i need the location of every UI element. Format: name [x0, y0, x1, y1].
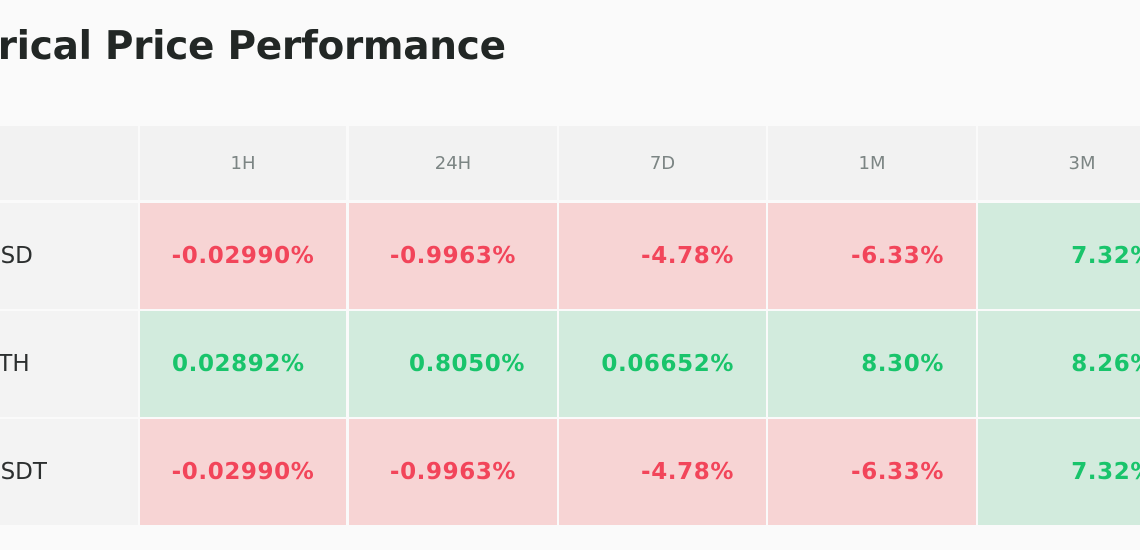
table-row-label: /ETH: [0, 311, 138, 417]
table-cell-value: -0.02990%: [140, 203, 346, 309]
table-cell-value: -6.33%: [768, 203, 976, 309]
table-cell-value: 7.32%: [978, 419, 1140, 525]
table-row-label: /USD: [0, 203, 138, 309]
table-cell-value: 8.26%: [978, 311, 1140, 417]
performance-table: 1H 24H 7D 1M 3M /USD -0.02990% -0.9963% …: [0, 126, 1140, 526]
table-cell-value: -4.78%: [559, 203, 766, 309]
table-row-label: /USDT: [0, 419, 138, 525]
table-cell-value: 7.32%: [978, 203, 1140, 309]
column-header-1m: 1M: [768, 126, 976, 200]
table-cell-value: 0.8050%: [349, 311, 557, 417]
column-header-24h: 24H: [349, 126, 557, 200]
table-cell-value: -6.33%: [768, 419, 976, 525]
table-corner-cell: [0, 126, 138, 200]
column-header-7d: 7D: [559, 126, 766, 200]
column-header-1h: 1H: [140, 126, 346, 200]
table-cell-value: -0.9963%: [349, 419, 557, 525]
table-cell-value: -0.9963%: [349, 203, 557, 309]
page-title: storical Price Performance: [0, 24, 506, 69]
table-cell-value: 0.02892%: [140, 311, 346, 417]
table-cell-value: 0.06652%: [559, 311, 766, 417]
pair-label: /USDT: [0, 459, 47, 485]
pair-label: /USD: [0, 243, 33, 269]
column-header-3m: 3M: [978, 126, 1140, 200]
pair-label: /ETH: [0, 351, 30, 377]
table-cell-value: 8.30%: [768, 311, 976, 417]
table-cell-value: -4.78%: [559, 419, 766, 525]
table-cell-value: -0.02990%: [140, 419, 346, 525]
